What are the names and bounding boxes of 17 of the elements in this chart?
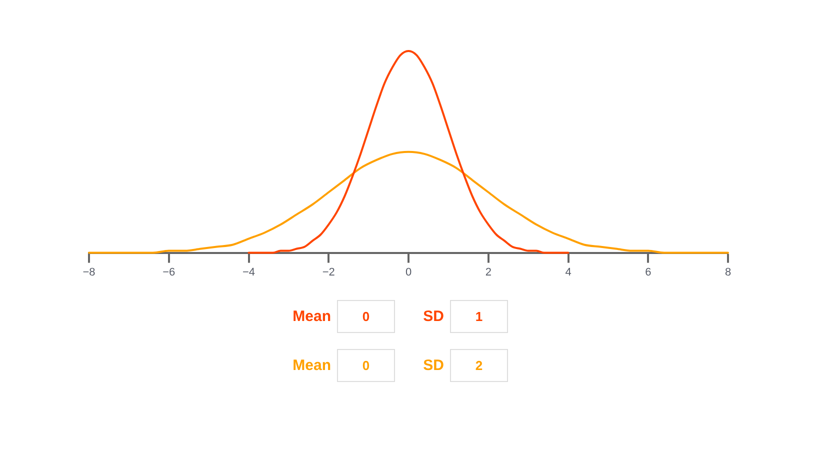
text: SD	[422, 307, 444, 327]
input-field: 0	[337, 300, 395, 333]
x-tick-label: 2	[485, 266, 492, 278]
input-field: 2	[450, 349, 508, 382]
x-tick-label: −2	[322, 266, 335, 278]
x-tick-label: 4	[565, 266, 572, 278]
text: Mean	[292, 356, 331, 376]
x-tick-label: 8	[724, 266, 732, 278]
input-field: 0	[337, 349, 395, 382]
text: Mean	[292, 307, 331, 327]
input-field: 1	[450, 300, 508, 333]
text: SD	[422, 356, 444, 376]
x-tick-label: −8	[82, 266, 96, 278]
x-tick-label: −6	[162, 266, 176, 278]
x-tick-label: 0	[405, 266, 412, 278]
x-tick-label: 6	[645, 266, 652, 278]
x-tick-label: −4	[242, 266, 256, 278]
